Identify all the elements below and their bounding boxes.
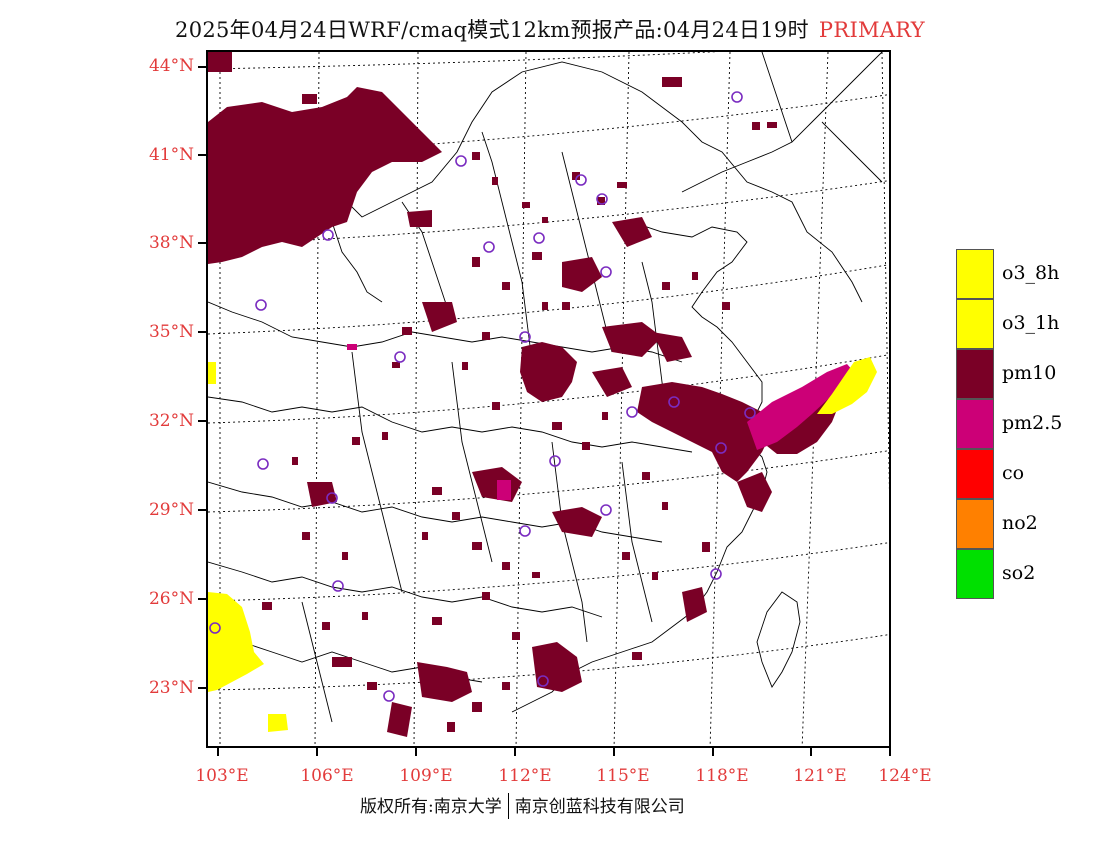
lon-label-121: 121°E <box>793 766 847 786</box>
tick-lat <box>198 687 206 689</box>
tick-lon <box>613 748 615 756</box>
lon-label-112: 112°E <box>498 766 552 786</box>
legend-label: co <box>1002 462 1025 484</box>
tick-lat <box>198 331 206 333</box>
station-markers <box>209 91 756 702</box>
lat-label-26: 26°N <box>148 589 194 609</box>
legend-label: o3_1h <box>1002 312 1060 334</box>
tick-lon <box>889 748 891 756</box>
tick-lat <box>198 420 206 422</box>
o3-areas <box>208 357 877 732</box>
map-title: 2025年04月24日WRF/cmaq模式12km预报产品:04月24日19时 P… <box>0 14 1100 44</box>
tick-lon <box>810 748 812 756</box>
legend-swatch <box>956 449 994 499</box>
legend-label: no2 <box>1002 512 1038 534</box>
tick-lat <box>198 598 206 600</box>
legend-swatch <box>956 549 994 599</box>
legend-swatch <box>956 249 994 299</box>
pm10-cells <box>208 52 777 732</box>
tick-lat <box>198 154 206 156</box>
lon-label-115: 115°E <box>596 766 650 786</box>
lon-label-109: 109°E <box>399 766 453 786</box>
legend-label: pm2.5 <box>1002 412 1063 434</box>
lat-label-44: 44°N <box>148 56 194 76</box>
tick-lat <box>198 242 206 244</box>
primary-tag: PRIMARY <box>818 18 925 42</box>
legend-label: pm10 <box>1002 362 1057 384</box>
lat-label-23: 23°N <box>148 678 194 698</box>
pm25-areas <box>347 344 854 500</box>
tick-lat <box>198 509 206 511</box>
lat-label-29: 29°N <box>148 500 194 520</box>
tick-lon <box>415 748 417 756</box>
copyright-right: 南京创蓝科技有限公司 <box>514 797 685 817</box>
forecast-map <box>206 50 891 748</box>
copyright-left: 版权所有:南京大学 <box>360 797 502 817</box>
legend-label: so2 <box>1002 562 1036 584</box>
tick-lon <box>316 748 318 756</box>
lat-label-38: 38°N <box>148 233 194 253</box>
tick-lat <box>198 66 206 68</box>
tick-lon <box>712 748 714 756</box>
legend-label: o3_8h <box>1002 262 1060 284</box>
pm10-areas <box>208 87 847 737</box>
legend-swatch <box>956 349 994 399</box>
map-canvas <box>208 52 889 746</box>
footer-separator <box>507 793 509 819</box>
tick-lon <box>217 748 219 756</box>
lat-label-41: 41°N <box>148 145 194 165</box>
lat-label-32: 32°N <box>148 411 194 431</box>
legend-swatch <box>956 399 994 449</box>
lon-label-118: 118°E <box>695 766 749 786</box>
lon-label-106: 106°E <box>300 766 354 786</box>
lat-label-35: 35°N <box>148 322 194 342</box>
lon-label-124: 124°E <box>878 766 932 786</box>
tick-lon <box>514 748 516 756</box>
lon-label-103: 103°E <box>195 766 249 786</box>
copyright-footer: 版权所有:南京大学 南京创蓝科技有限公司 <box>360 792 685 819</box>
title-text: 2025年04月24日WRF/cmaq模式12km预报产品:04月24日19时 <box>175 18 809 42</box>
legend-swatch <box>956 299 994 349</box>
legend-swatch <box>956 499 994 549</box>
